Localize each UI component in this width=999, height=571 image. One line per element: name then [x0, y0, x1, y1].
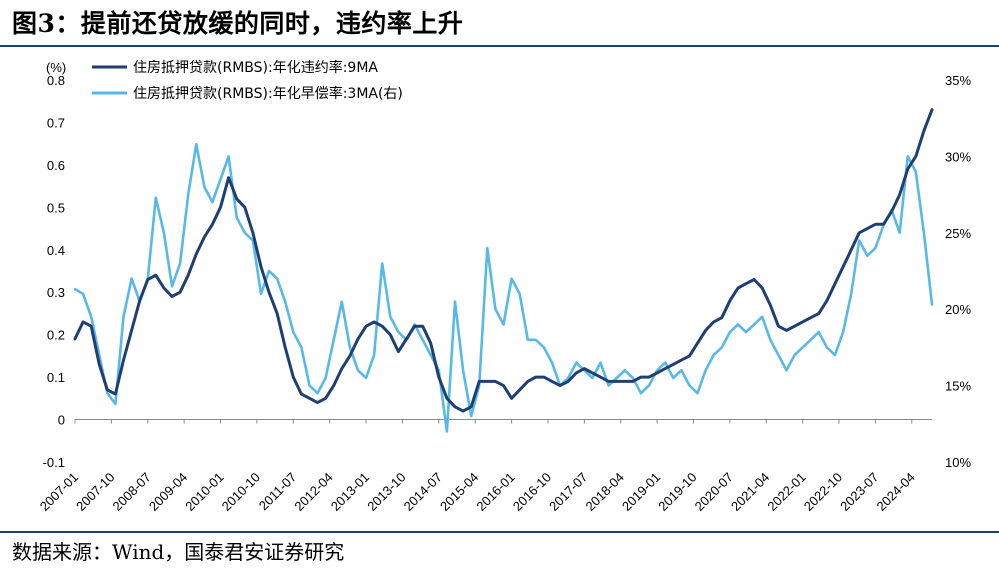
- x-tick-label: 2015-04: [437, 470, 481, 514]
- x-tick-label: 2024-04: [874, 470, 918, 514]
- x-tick-label: 2023-07: [837, 470, 881, 514]
- x-tick-label: 2016-10: [510, 470, 554, 514]
- y-left-tick-label: 0.7: [47, 115, 65, 130]
- series-layer: [73, 108, 934, 433]
- x-tick-label: 2018-04: [583, 470, 627, 514]
- y-left-tick-label: 0.5: [47, 200, 65, 215]
- figure-title: 图3：提前还贷放缓的同时，违约率上升: [12, 9, 464, 38]
- x-tick-label: 2017-07: [546, 470, 590, 514]
- legend-label-prepayment-rate: 住房抵押贷款(RMBS):年化早偿率:3MA(右): [133, 85, 403, 102]
- x-tick-label: 2014-07: [401, 470, 445, 514]
- x-tick-label: 2012-04: [291, 470, 335, 514]
- x-tick-label: 2022-01: [764, 470, 808, 514]
- y-left-tick-label: 0.8: [47, 73, 65, 88]
- source-note: 数据来源：Wind，国泰君安证券研究: [12, 540, 345, 564]
- title-rule: [0, 45, 999, 47]
- x-tick-label: 2007-10: [73, 470, 117, 514]
- x-tick-label: 2016-01: [473, 470, 517, 514]
- x-tick-label: 2007-01: [37, 470, 81, 514]
- y-left-tick-label: 0.4: [47, 243, 65, 258]
- prepayment-rate-line: [73, 142, 934, 433]
- y-left-tick-label: 0: [58, 413, 65, 428]
- y-left-tick-label: 0.3: [47, 285, 65, 300]
- y-right-tick-label: 15%: [945, 379, 971, 394]
- x-tick-label: 2013-01: [328, 470, 372, 514]
- y-right-tick-label: 20%: [945, 302, 971, 317]
- y-right-tick-label: 35%: [945, 73, 971, 88]
- y-left-tick-label: 0.1: [47, 370, 65, 385]
- x-tick-label: 2020-07: [692, 470, 736, 514]
- y-right-tick-label: 30%: [945, 149, 971, 164]
- x-tick-label: 2019-10: [655, 470, 699, 514]
- x-tick-label: 2010-01: [182, 470, 226, 514]
- y-left-tick-label: -0.1: [43, 455, 65, 470]
- x-tick-label: 2008-07: [110, 470, 154, 514]
- y-right-tick-label: 10%: [945, 455, 971, 470]
- x-tick-label: 2011-07: [256, 470, 300, 514]
- x-tick-label: 2010-10: [219, 470, 263, 514]
- y-left-tick-label: 0.6: [47, 158, 65, 173]
- legend-label-default-rate: 住房抵押贷款(RMBS):年化违约率:9MA: [133, 59, 378, 76]
- legend: 住房抵押贷款(RMBS):年化违约率:9MA 住房抵押贷款(RMBS):年化早偿率…: [92, 59, 403, 102]
- source-rule: [0, 531, 999, 533]
- y-left-tick-label: 0.2: [47, 328, 65, 343]
- x-tick-label: 2022-10: [801, 470, 845, 514]
- left-axis-unit: (%): [46, 60, 66, 75]
- x-tick-label: 2019-01: [619, 470, 663, 514]
- y-right-tick-label: 25%: [945, 226, 971, 241]
- x-tick-label: 2013-10: [364, 470, 408, 514]
- x-tick-label: 2021-04: [728, 470, 772, 514]
- x-tick-label: 2009-04: [146, 470, 190, 514]
- default-rate-line: [73, 108, 934, 413]
